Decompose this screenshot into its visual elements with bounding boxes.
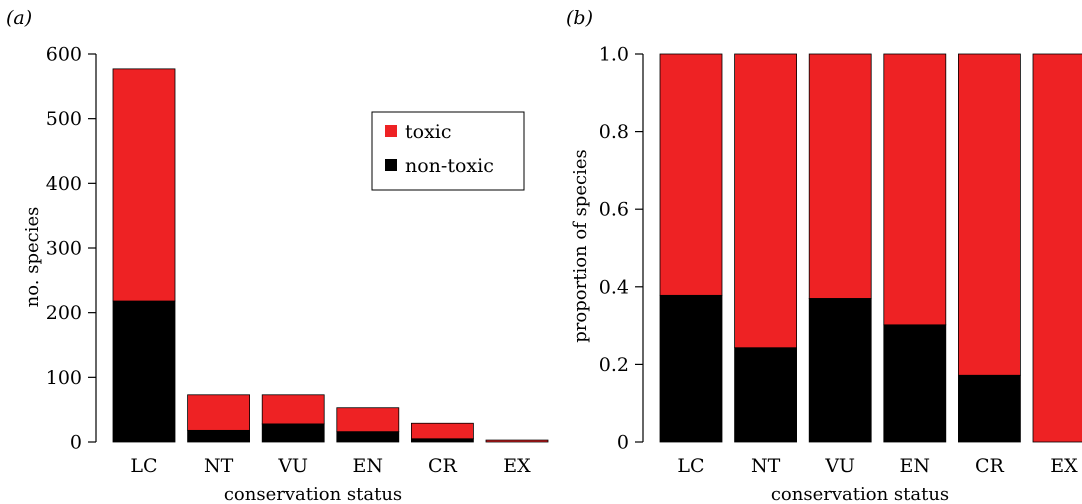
- category-label-lc: LC: [677, 455, 704, 477]
- y-tick-label: 0.8: [599, 121, 629, 143]
- bar-non-toxic-vu: [808, 298, 872, 443]
- category-label-ex: EX: [503, 455, 531, 477]
- panel-b-bars: [659, 53, 1082, 443]
- bar-toxic-en: [883, 53, 947, 326]
- panel-b-x-axis-label: conservation status: [771, 484, 949, 504]
- y-tick-label: 500: [46, 108, 82, 130]
- y-tick-label: 1.0: [599, 44, 629, 66]
- panel-a-x-axis-label: conservation status: [224, 484, 402, 504]
- bar-toxic-ex: [485, 439, 549, 443]
- bar-non-toxic-lc: [112, 300, 176, 443]
- bar-non-toxic-cr: [958, 374, 1021, 443]
- y-tick-label: 300: [46, 238, 82, 260]
- category-label-cr: CR: [428, 455, 458, 477]
- bar-toxic-en: [336, 407, 400, 433]
- legend-swatch-toxic: [385, 125, 397, 137]
- category-label-ex: EX: [1050, 455, 1078, 477]
- bar-toxic-cr: [410, 422, 474, 440]
- panel-b-label: (b): [566, 7, 593, 29]
- y-tick-label: 0.2: [599, 354, 629, 376]
- panel-b-category-labels: LC NT VU EN CR EX: [677, 455, 1078, 477]
- category-label-nt: NT: [751, 455, 781, 477]
- bar-toxic-nt: [187, 394, 251, 431]
- bar-non-toxic-nt: [187, 429, 251, 443]
- panel-a-y-axis-label: no. species: [22, 207, 43, 308]
- bar-toxic-vu: [261, 394, 325, 425]
- panel-b-y-axis-label: proportion of species: [570, 149, 591, 342]
- bar-non-toxic-nt: [734, 347, 797, 443]
- legend: toxic non-toxic: [371, 111, 525, 191]
- bar-non-toxic-lc: [659, 294, 723, 443]
- bar-toxic-lc: [659, 53, 723, 296]
- bar-non-toxic-en: [336, 431, 400, 443]
- category-label-nt: NT: [204, 455, 234, 477]
- legend-box: [371, 111, 525, 191]
- y-tick-label: 100: [46, 367, 82, 389]
- y-tick-label: 400: [46, 173, 82, 195]
- legend-label-toxic: toxic: [405, 121, 452, 143]
- y-tick-label: 0: [70, 432, 82, 454]
- panel-a: (a) 0 100 200 300 400 500 600 LC NT VU EN CR EX no.…: [6, 7, 549, 504]
- category-label-en: EN: [353, 455, 384, 477]
- legend-label-non-toxic: non-toxic: [405, 155, 494, 177]
- y-tick-label: 0.4: [599, 276, 629, 298]
- panel-a-label: (a): [6, 7, 32, 29]
- y-tick-label: 0.6: [599, 199, 629, 221]
- bar-non-toxic-cr: [410, 438, 474, 443]
- bar-non-toxic-en: [883, 324, 947, 443]
- panel-a-axes: 0 100 200 300 400 500 600: [46, 44, 97, 454]
- bar-toxic-cr: [958, 53, 1021, 376]
- bar-toxic-lc: [112, 68, 176, 302]
- bar-toxic-nt: [734, 53, 797, 349]
- y-tick-label: 0: [617, 432, 629, 454]
- bar-non-toxic-vu: [261, 423, 325, 443]
- category-label-vu: VU: [277, 455, 308, 477]
- y-tick-label: 600: [46, 44, 82, 66]
- y-tick-label: 200: [46, 302, 82, 324]
- panel-a-bars: [112, 68, 549, 443]
- panel-b-axes: 0 0.2 0.4 0.6 0.8 1.0: [599, 44, 644, 454]
- panel-a-category-labels: LC NT VU EN CR EX: [130, 455, 531, 477]
- category-label-vu: VU: [824, 455, 855, 477]
- legend-swatch-non-toxic: [385, 159, 397, 171]
- bar-toxic-vu: [808, 53, 872, 299]
- panel-b: (b) 0 0.2 0.4 0.6 0.8 1.0 LC NT VU EN CR EX propor…: [566, 7, 1082, 504]
- category-label-cr: CR: [975, 455, 1005, 477]
- bar-toxic-ex: [1032, 53, 1082, 443]
- category-label-lc: LC: [130, 455, 157, 477]
- category-label-en: EN: [900, 455, 931, 477]
